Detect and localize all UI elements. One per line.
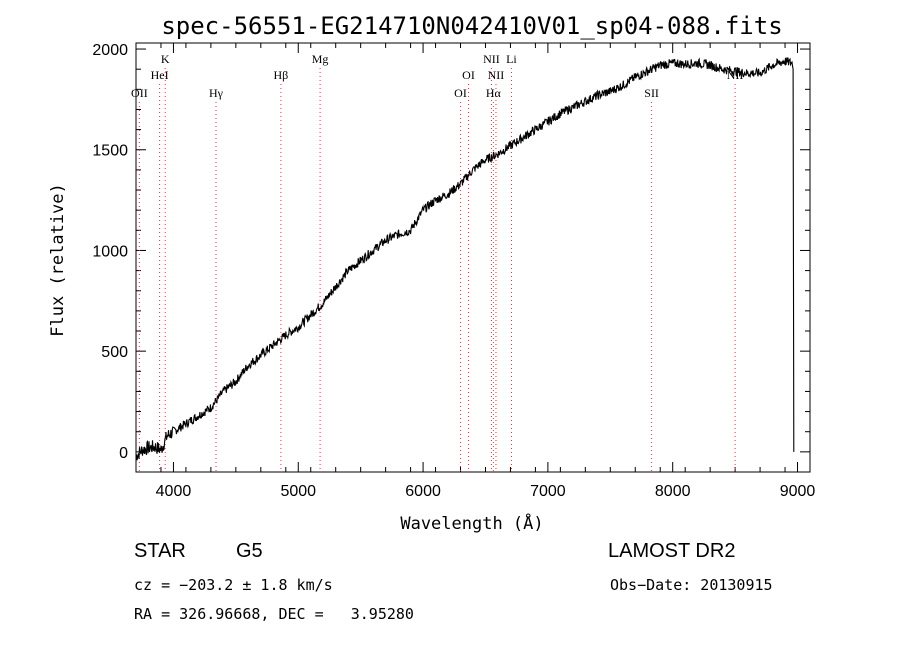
line-marker-label: HeI (151, 68, 169, 82)
x-tick-label: 5000 (280, 483, 316, 500)
plot-frame (135, 42, 811, 473)
object-class: STAR (134, 540, 186, 562)
y-tick-label: 1000 (92, 243, 128, 260)
x-tick-label: 4000 (156, 483, 192, 500)
line-marker-label: OI (454, 86, 467, 100)
coordinates-text: RA = 326.96668, DEC = 3.95280 (134, 605, 414, 623)
y-tick-label: 1500 (92, 143, 128, 160)
x-axis-label: Wavelength (Å) (400, 512, 543, 534)
survey-name: LAMOST DR2 (608, 540, 736, 562)
line-marker-label: Hα (486, 86, 502, 100)
y-axis-label: Flux (relative) (48, 183, 68, 337)
line-marker-label: SII (644, 86, 659, 100)
x-tick-label: 9000 (780, 483, 816, 500)
chart-title: spec-56551-EG214710N042410V01_sp04-088.f… (161, 12, 782, 40)
line-marker-label: OI (462, 68, 475, 82)
y-tick-label: 0 (119, 445, 128, 462)
line-marker-label: Hγ (209, 86, 224, 100)
obs-date-text: Obs−Date: 20130915 (610, 576, 773, 594)
y-tick-label: 500 (101, 344, 128, 361)
x-tick-label: 6000 (405, 483, 441, 500)
x-tick-label: 7000 (530, 483, 566, 500)
y-tick-label: 2000 (92, 42, 128, 59)
x-tick-label: 8000 (655, 483, 691, 500)
redshift-text: cz = −203.2 ± 1.8 km/s (134, 576, 333, 594)
line-marker-label: NII (483, 52, 500, 66)
line-marker-label: Mg (312, 52, 329, 66)
line-marker-label: K (161, 52, 170, 66)
line-marker-label: NII (488, 68, 505, 82)
line-marker-label: OII (131, 86, 148, 100)
axes: 4000 5000 6000 7000 8000 9000 0 500 1000 1500 2000 (92, 42, 815, 500)
spectrum-line (135, 57, 795, 461)
object-subclass: G5 (236, 540, 263, 562)
line-marker-label: Hβ (274, 68, 289, 82)
line-marker-label: Li (506, 52, 517, 66)
